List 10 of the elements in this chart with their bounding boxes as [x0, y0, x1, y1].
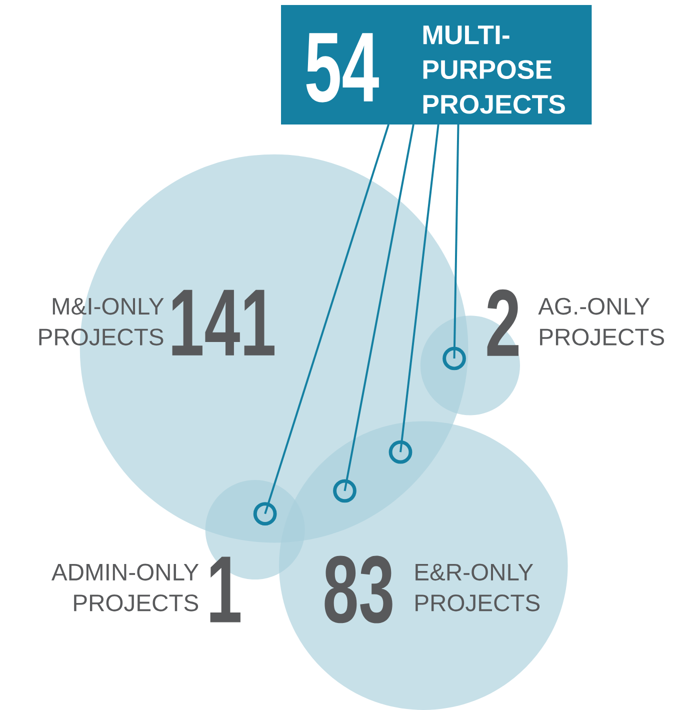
data-label: 54 [306, 33, 379, 102]
data-label: 2 [487, 289, 518, 356]
data-label: 83 [324, 556, 392, 624]
category-label: E&R-ONLY PROJECTS [415, 564, 540, 612]
category-label: ADMIN-ONLY PROJECTS [51, 564, 198, 612]
data-label: 1 [210, 556, 240, 622]
category-label: M&I-ONLY PROJECTS [39, 298, 164, 346]
category-label: MULTI-PURPOSE PROJECTS [423, 26, 565, 114]
data-label: 141 [172, 290, 274, 356]
category-label: AG.-ONLY PROJECTS [538, 298, 664, 346]
